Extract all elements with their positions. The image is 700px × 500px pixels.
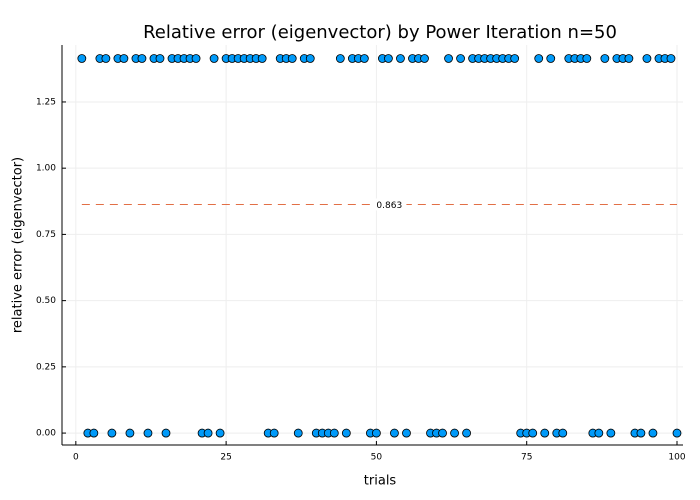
point (372, 428, 381, 438)
point (450, 428, 459, 438)
point (420, 54, 429, 63)
point (359, 54, 369, 63)
point (143, 428, 153, 438)
point (402, 428, 411, 438)
point (540, 428, 550, 438)
point (119, 54, 129, 63)
point (125, 428, 135, 438)
point (191, 54, 201, 63)
point (329, 428, 339, 438)
x-tick-label: 50 (371, 453, 383, 463)
y-axis-label: relative error (eigenvector) (11, 157, 26, 333)
point (384, 54, 393, 63)
point (648, 428, 658, 438)
point (558, 428, 568, 438)
point (89, 428, 99, 438)
point (600, 54, 610, 63)
point (534, 54, 544, 63)
point (510, 54, 520, 63)
y-tick-label: 0.00 (36, 429, 56, 439)
x-tick-label: 100 (668, 453, 685, 463)
point (672, 428, 682, 438)
x-tick-label: 0 (73, 453, 79, 463)
y-tick-label: 0.25 (36, 362, 56, 372)
point (137, 54, 147, 63)
point (666, 54, 676, 63)
point (161, 428, 171, 438)
point (269, 428, 279, 438)
point (624, 54, 634, 63)
point (155, 54, 165, 63)
point (606, 428, 616, 438)
point (444, 54, 453, 63)
point (287, 54, 297, 63)
point (396, 54, 405, 63)
point (215, 428, 225, 438)
point (642, 54, 652, 63)
point (636, 428, 646, 438)
y-tick-label: 1.25 (36, 97, 56, 107)
point (209, 54, 219, 63)
point (456, 54, 465, 63)
y-tick-label: 0.75 (36, 230, 56, 240)
x-tick-label: 25 (220, 453, 231, 463)
x-axis-label: trials (364, 474, 397, 489)
y-tick-label: 0.50 (36, 296, 56, 306)
point (582, 54, 592, 63)
x-tick-label: 75 (521, 453, 532, 463)
mean-label: 0.863 (376, 201, 402, 211)
y-tick-label: 1.00 (36, 164, 56, 174)
point (462, 428, 471, 438)
point (107, 428, 117, 438)
point (335, 54, 345, 63)
point (528, 428, 538, 438)
point (594, 428, 604, 438)
point (257, 54, 267, 63)
point (305, 54, 315, 63)
point (101, 54, 111, 63)
point (390, 428, 399, 438)
point (438, 428, 447, 438)
point (203, 428, 213, 438)
point (293, 428, 303, 438)
point (341, 428, 351, 438)
point (546, 54, 556, 63)
chart-title: Relative error (eigenvector) by Power It… (143, 22, 617, 43)
point (77, 54, 87, 63)
mean-label-bg (374, 198, 407, 211)
